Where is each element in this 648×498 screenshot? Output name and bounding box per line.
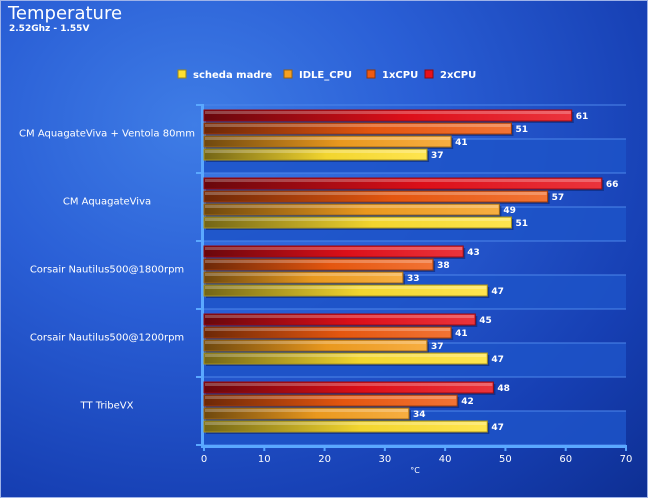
legend-label: 1xCPU: [382, 70, 418, 81]
bar: [203, 339, 428, 352]
category-label: Corsair Nautilus500@1200rpm: [30, 333, 184, 344]
data-label: 48: [497, 384, 510, 394]
bar-highlight: [205, 192, 547, 195]
y-axis: [201, 105, 204, 445]
bar: [203, 245, 464, 258]
data-label: 61: [576, 112, 589, 122]
data-label: 66: [606, 180, 619, 190]
bar-highlight: [205, 247, 463, 250]
legend-swatch: [283, 69, 293, 79]
category-label: TT TribeVX: [80, 401, 134, 412]
data-label: 47: [491, 355, 504, 365]
bar: [203, 407, 410, 420]
data-label: 41: [455, 138, 468, 148]
data-label: 47: [491, 287, 504, 297]
x-tick-label: 0: [201, 454, 207, 465]
x-tick-label: 50: [499, 454, 512, 465]
bar: [203, 381, 494, 394]
legend-swatch: [366, 69, 376, 79]
data-label: 38: [437, 261, 450, 271]
chart-subtitle: 2.52Ghz - 1.55V: [9, 24, 90, 34]
data-label: 42: [461, 397, 474, 407]
x-tick-label: 30: [378, 454, 391, 465]
data-label: 41: [455, 329, 468, 339]
bar: [203, 258, 434, 271]
bar: [203, 420, 488, 433]
bar-highlight: [205, 409, 408, 412]
bar: [203, 177, 603, 190]
bar-highlight: [205, 315, 475, 318]
bar-highlight: [205, 341, 427, 344]
legend-label: 2xCPU: [440, 70, 476, 81]
bar: [203, 109, 573, 122]
data-label: 51: [515, 125, 528, 135]
data-label: 45: [479, 316, 492, 326]
bar-highlight: [205, 383, 493, 386]
data-label: 34: [413, 410, 426, 420]
chart-title: Temperature: [8, 3, 123, 24]
data-label: 37: [431, 151, 444, 161]
bar: [203, 326, 452, 339]
bar-highlight: [205, 205, 499, 208]
x-tick-label: 10: [258, 454, 271, 465]
bar-highlight: [205, 150, 427, 153]
data-label: 43: [467, 248, 480, 258]
data-label: 51: [515, 219, 528, 229]
bar-highlight: [205, 179, 601, 182]
data-label: 33: [407, 274, 420, 284]
legend-swatch: [177, 69, 187, 79]
data-label: 57: [552, 193, 565, 203]
category-label: CM AquagateViva: [63, 197, 151, 208]
legend-swatch: [424, 69, 434, 79]
x-axis: [201, 445, 626, 448]
category-label: CM AquagateViva + Ventola 80mm: [19, 129, 195, 140]
bar: [203, 135, 452, 148]
bar-highlight: [205, 396, 457, 399]
data-label: 47: [491, 423, 504, 433]
bar: [203, 203, 500, 216]
bar: [203, 190, 549, 203]
bar: [203, 216, 512, 229]
data-label: 37: [431, 342, 444, 352]
x-tick-label: 40: [439, 454, 452, 465]
bar-highlight: [205, 218, 511, 221]
bar: [203, 271, 404, 284]
bar: [203, 122, 512, 135]
x-axis-label: °C: [410, 466, 420, 475]
bar-highlight: [205, 111, 571, 114]
x-tick-label: 60: [559, 454, 572, 465]
category-label: Corsair Nautilus500@1800rpm: [30, 265, 184, 276]
bar: [203, 313, 476, 326]
bar: [203, 394, 458, 407]
data-label: 49: [503, 206, 516, 216]
bar-highlight: [205, 273, 402, 276]
bar-highlight: [205, 354, 487, 357]
bar-highlight: [205, 328, 451, 331]
bar: [203, 352, 488, 365]
bar-highlight: [205, 286, 487, 289]
legend-label: IDLE_CPU: [299, 70, 352, 81]
bar: [203, 148, 428, 161]
x-tick-label: 20: [318, 454, 331, 465]
x-tick-label: 70: [620, 454, 633, 465]
bar-highlight: [205, 137, 451, 140]
bar-highlight: [205, 124, 511, 127]
bar-highlight: [205, 422, 487, 425]
bar: [203, 284, 488, 297]
bar-highlight: [205, 260, 433, 263]
legend-label: scheda madre: [193, 70, 272, 81]
